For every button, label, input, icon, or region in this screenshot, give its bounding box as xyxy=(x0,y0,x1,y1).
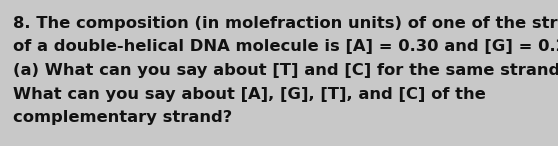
Text: What can you say about [A], [G], [T], and [C] of the: What can you say about [A], [G], [T], an… xyxy=(13,86,486,101)
Text: (a) What can you say about [T] and [C] for the same strand? (b): (a) What can you say about [T] and [C] f… xyxy=(13,63,558,78)
Text: complementary strand?: complementary strand? xyxy=(13,110,232,125)
Text: of a double-helical DNA molecule is [A] = 0.30 and [G] = 0.24.: of a double-helical DNA molecule is [A] … xyxy=(13,40,558,54)
Text: 8. The composition (in molefraction units) of one of the strands: 8. The composition (in molefraction unit… xyxy=(13,16,558,31)
